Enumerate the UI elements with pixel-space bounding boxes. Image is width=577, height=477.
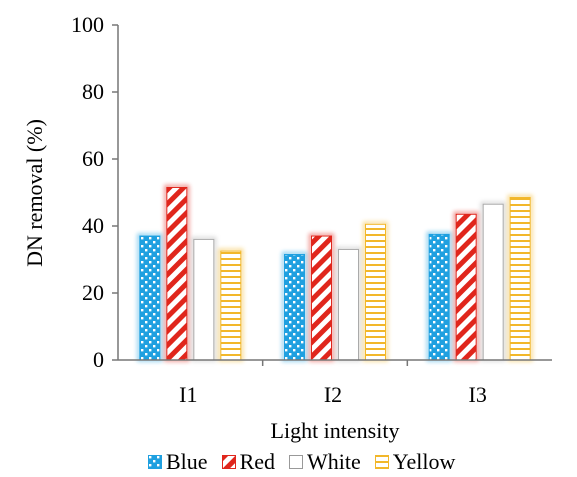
y-tick-label: 20 bbox=[82, 280, 104, 305]
bar-blue-i1 bbox=[139, 235, 161, 361]
legend-label-white: White bbox=[307, 449, 361, 474]
y-tick-label: 0 bbox=[93, 347, 104, 372]
legend-item-yellow: Yellow bbox=[374, 449, 456, 475]
y-tick-label: 40 bbox=[82, 213, 104, 238]
y-tick-label: 80 bbox=[82, 79, 104, 104]
legend-swatch-red bbox=[221, 455, 236, 469]
legend: Blue Red White Yellow bbox=[148, 449, 455, 475]
bar-yellow-i2 bbox=[365, 223, 386, 361]
y-axis-label: DN removal (%) bbox=[22, 119, 47, 267]
bar-yellow-i1 bbox=[220, 250, 242, 361]
bar-white-i3 bbox=[482, 203, 504, 361]
bar-red-i1 bbox=[166, 186, 188, 361]
y-ticks: 0 20 40 60 80 100 bbox=[71, 12, 118, 372]
bar-yellow-i3 bbox=[509, 197, 531, 361]
legend-swatch-yellow bbox=[374, 455, 389, 469]
bar-white-i2 bbox=[338, 248, 359, 361]
bar-red-i3 bbox=[455, 213, 477, 361]
bar-blue-i2 bbox=[284, 253, 305, 361]
x-tick-label: I1 bbox=[179, 382, 197, 407]
bar-white-i1 bbox=[193, 238, 215, 361]
bar-blue-i3 bbox=[428, 233, 450, 361]
x-ticks: I1 I2 I3 bbox=[179, 360, 487, 407]
x-tick-label: I2 bbox=[324, 382, 342, 407]
legend-item-red: Red bbox=[221, 449, 276, 475]
x-axis-label: Light intensity bbox=[271, 418, 400, 443]
legend-label-yellow: Yellow bbox=[392, 449, 456, 474]
x-tick-label: I3 bbox=[469, 382, 487, 407]
legend-swatch-white bbox=[289, 455, 304, 469]
legend-swatch-blue bbox=[148, 455, 162, 469]
bars bbox=[139, 186, 531, 361]
legend-item-white: White bbox=[289, 449, 361, 475]
y-tick-label: 60 bbox=[82, 146, 104, 171]
bar-red-i2 bbox=[311, 235, 332, 361]
legend-label-red: Red bbox=[239, 449, 276, 474]
legend-label-blue: Blue bbox=[166, 449, 208, 474]
legend-item-blue: Blue bbox=[148, 449, 208, 475]
bar-chart: 0 20 40 60 80 100 I1 I2 I3 DN removal (%) Light… bbox=[22, 12, 552, 443]
y-tick-label: 100 bbox=[71, 12, 104, 37]
